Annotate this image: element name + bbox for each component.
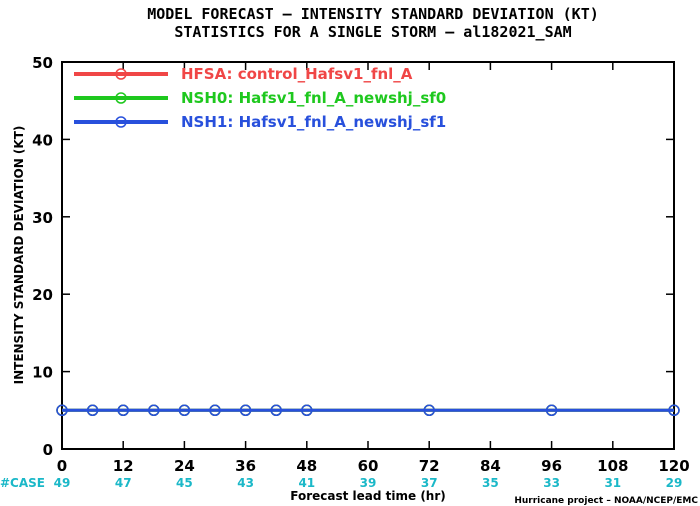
x-tick-label: 60 <box>358 457 379 475</box>
series-point <box>423 404 435 417</box>
chart-subtitle: STATISTICS FOR A SINGLE STORM – al182021… <box>174 23 571 41</box>
case-count-label: #CASE <box>0 476 45 490</box>
chart-title: MODEL FORECAST – INTENSITY STANDARD DEVI… <box>147 5 599 23</box>
series-point <box>86 404 99 417</box>
x-tick-label: 48 <box>296 457 317 475</box>
x-tick-label: 12 <box>113 457 134 475</box>
axis-ticks: 0 12 24 36 48 60 72 84 96 108 120 0 10 20 30 40 50 <box>32 54 690 475</box>
y-tick-label: 40 <box>32 131 53 149</box>
case-count: 41 <box>298 476 315 490</box>
x-tick-label: 36 <box>235 457 256 475</box>
x-tick-label: 24 <box>174 457 195 475</box>
case-count: 37 <box>421 476 438 490</box>
series-point <box>545 404 558 417</box>
series-point <box>148 404 160 417</box>
x-axis-label: Forecast lead time (hr) <box>290 489 446 503</box>
series-point <box>668 404 680 417</box>
case-count: 47 <box>115 476 132 490</box>
legend-marker <box>115 92 127 104</box>
legend-label: NSH1: Hafsv1_fnl_A_newshj_sf1 <box>181 113 446 131</box>
case-count: 45 <box>176 476 193 490</box>
y-tick-label: 50 <box>32 54 53 72</box>
series-point <box>301 404 313 417</box>
case-counts: #CASE 49 47 45 43 41 39 37 35 33 31 29 <box>0 476 682 490</box>
x-tick-label: 108 <box>597 457 628 475</box>
legend-label: HFSA: control_Hafsv1_fnl_A <box>181 65 413 83</box>
y-axis-label: INTENSITY STANDARD DEVIATION (KT) <box>12 126 26 385</box>
series-point <box>239 404 252 417</box>
case-count: 35 <box>482 476 499 490</box>
legend-marker <box>115 116 127 128</box>
case-count: 31 <box>604 476 621 490</box>
x-tick-label: 96 <box>541 457 562 475</box>
case-count: 43 <box>237 476 254 490</box>
case-count: 39 <box>360 476 377 490</box>
x-tick-label: 84 <box>480 457 501 475</box>
series-point <box>270 404 282 417</box>
series-point <box>178 404 191 417</box>
x-tick-label: 120 <box>658 457 689 475</box>
series-layer <box>56 404 680 417</box>
series-point <box>117 404 129 417</box>
credit-text: Hurricane project – NOAA/NCEP/EMC <box>514 496 698 506</box>
x-tick-label: 72 <box>419 457 440 475</box>
series-point <box>56 404 68 417</box>
x-tick-label: 0 <box>57 457 67 475</box>
y-tick-label: 20 <box>32 286 53 304</box>
case-count: 29 <box>666 476 683 490</box>
plot-frame <box>61 61 675 450</box>
series-point <box>209 404 221 417</box>
legend: HFSA: control_Hafsv1_fnl_A NSH0: Hafsv1_f… <box>74 65 446 131</box>
case-count: 33 <box>543 476 560 490</box>
y-tick-label: 10 <box>32 364 53 382</box>
legend-label: NSH0: Hafsv1_fnl_A_newshj_sf0 <box>181 89 446 107</box>
y-tick-label: 30 <box>32 209 53 227</box>
legend-marker <box>115 68 127 80</box>
y-tick-label: 0 <box>43 441 53 459</box>
case-count: 49 <box>54 476 71 490</box>
